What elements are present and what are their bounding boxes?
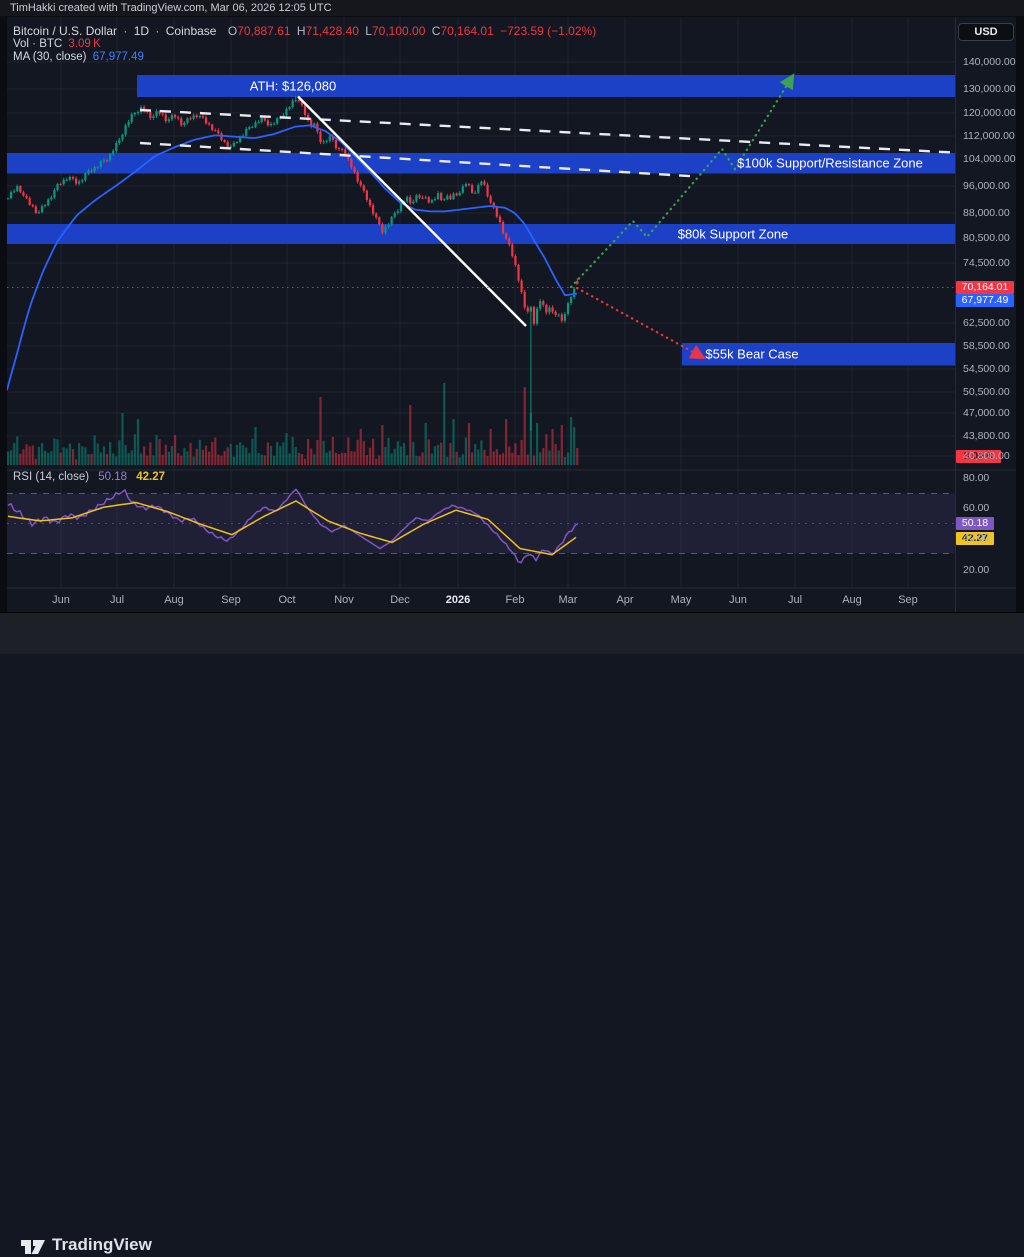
price-tick: 54,500.00: [963, 363, 1010, 375]
price-tick: 20.00: [963, 564, 990, 576]
ma-value-badge: 67,977.49: [956, 294, 1014, 307]
price-tick: 130,000.00: [963, 83, 1016, 95]
price-tick: 112,000.00: [963, 130, 1015, 142]
price-tick: 40.00: [963, 532, 990, 544]
legend-separator: ·: [123, 24, 128, 38]
time-axis[interactable]: [0, 588, 955, 612]
tradingview-logo-icon[interactable]: [20, 1237, 46, 1257]
widget-left-edge: [0, 17, 7, 612]
volume-legend-row: Vol · BTC 3.09 K: [13, 38, 104, 50]
time-tick: Jul: [787, 594, 803, 606]
price-tick: 140,000.00: [963, 56, 1016, 68]
price-tick: 74,500.00: [963, 257, 1010, 269]
ma-legend-row: MA (30, close) 67,977.49: [13, 51, 147, 63]
time-tick: May: [670, 594, 692, 606]
time-tick: Nov: [334, 594, 354, 606]
chart-canvas[interactable]: [0, 0, 1024, 654]
rsi-label: RSI (14, close): [13, 471, 90, 483]
time-tick: Apr: [616, 594, 634, 606]
low-label: L: [365, 24, 372, 38]
time-tick: Mar: [558, 594, 578, 606]
price-tick: 50,500.00: [963, 386, 1010, 398]
open-label: O: [227, 24, 238, 38]
volume-value: 3.09 K: [68, 38, 101, 50]
rsi-legend-row: RSI (14, close) 50.18 42.27: [13, 471, 165, 483]
volume-label: Vol · BTC: [13, 38, 63, 50]
price-tick: 96,000.00: [963, 180, 1010, 192]
symbol-legend-row: Bitcoin / U.S. Dollar · 1D · Coinbase O7…: [13, 24, 599, 38]
high-value: 71,428.40: [305, 24, 359, 38]
ath-zone-label: ATH: $126,080: [249, 78, 337, 94]
time-tick: Jun: [729, 594, 747, 606]
time-tick: Sep: [221, 594, 241, 606]
rsi-value-badge: 50.18: [956, 517, 994, 530]
price-tick: 80,500.00: [963, 232, 1010, 244]
currency-usd-button[interactable]: USD: [958, 23, 1014, 41]
change-value: −723.59 (−1.02%): [500, 24, 597, 38]
rsi-ma-value-badge: 42.27: [956, 532, 994, 545]
time-tick: 2026: [445, 594, 471, 606]
exchange-label: Coinbase: [165, 24, 217, 38]
time-tick: Sep: [898, 594, 918, 606]
price-tick: 40,800.00: [963, 450, 1010, 462]
100k-zone-label: $100k Support/Resistance Zone: [737, 155, 923, 171]
widget-right-edge: [1016, 17, 1024, 612]
time-tick: Jun: [52, 594, 70, 606]
volume-value-badge: 3.09 K: [956, 450, 1001, 463]
open-value: 70,887.61: [237, 24, 291, 38]
legend-separator: ·: [155, 24, 160, 38]
interval-label: 1D: [133, 24, 150, 38]
low-value: 70,100.00: [371, 24, 426, 38]
time-tick: Aug: [842, 594, 862, 606]
55k-bear-zone-label: $55k Bear Case: [705, 346, 799, 362]
price-tick: 60.00: [963, 502, 990, 514]
high-label: H: [296, 24, 306, 38]
ma-value: 67,977.49: [92, 51, 144, 63]
80k-zone-label: $80k Support Zone: [677, 226, 789, 242]
rsi-value: 50.18: [98, 471, 128, 483]
attribution-text: TimHakki created with TradingView.com, M…: [10, 2, 332, 14]
time-tick: Feb: [505, 594, 525, 606]
tradingview-logo-text[interactable]: TradingView: [52, 1235, 152, 1254]
price-tick: 80.00: [963, 472, 990, 484]
price-tick: 88,000.00: [963, 207, 1010, 219]
ma-label: MA (30, close): [13, 51, 87, 63]
price-tick: 62,500.00: [963, 317, 1010, 329]
close-value: 70,164.01: [440, 24, 494, 38]
time-tick: Oct: [278, 594, 296, 606]
price-tick: 104,000.00: [963, 153, 1016, 165]
time-tick: Dec: [390, 594, 410, 606]
rsi-ma-value: 42.27: [136, 471, 166, 483]
price-tick: 120,000.00: [963, 107, 1016, 119]
price-tick: 58,500.00: [963, 340, 1010, 352]
symbol-title: Bitcoin / U.S. Dollar: [13, 24, 118, 38]
footer-bar: TradingView: [0, 612, 1024, 1254]
time-tick: Jul: [109, 594, 125, 606]
price-tick: 43,800.00: [963, 430, 1010, 442]
price-tick: 47,000.00: [963, 407, 1010, 419]
time-tick: Aug: [164, 594, 184, 606]
attribution-bar: TimHakki created with TradingView.com, M…: [0, 0, 1024, 17]
last-price-badge: 70,164.01: [956, 281, 1014, 294]
close-label: C: [431, 24, 441, 38]
